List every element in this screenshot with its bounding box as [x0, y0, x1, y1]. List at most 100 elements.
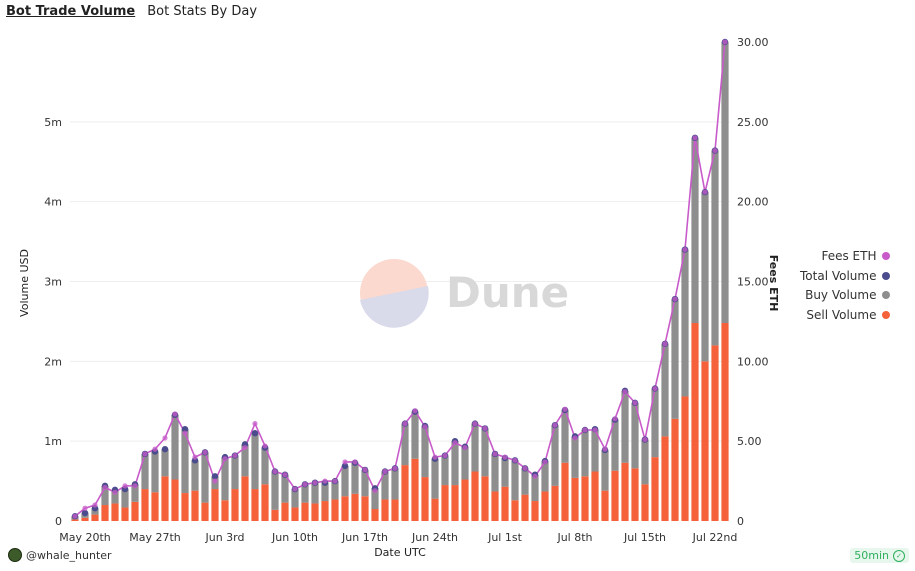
buy-volume-bar [381, 471, 389, 500]
fees-eth-point [662, 341, 668, 347]
fees-eth-point [692, 135, 698, 141]
legend-label: Fees ETH [821, 248, 877, 263]
fees-eth-point [352, 459, 358, 465]
buy-volume-bar [371, 488, 379, 510]
legend-item[interactable]: Fees ETH [800, 246, 891, 266]
buy-volume-bar [271, 471, 279, 510]
sell-volume-bar [601, 490, 609, 521]
buy-volume-bar [311, 482, 319, 504]
sell-volume-bar [71, 519, 79, 521]
buy-volume-bar [571, 436, 579, 478]
buy-volume-bar [601, 449, 609, 491]
fees-eth-point [532, 473, 538, 479]
avatar-icon [8, 548, 22, 562]
fees-eth-point [542, 459, 548, 465]
x-axis-label: Date UTC [374, 546, 426, 559]
fees-eth-point [172, 411, 178, 417]
x-tick-label: Jul 15th [623, 531, 666, 544]
sell-volume-bar [491, 491, 499, 521]
sell-volume-bar [321, 501, 329, 521]
refresh-time: 50min [854, 549, 889, 562]
legend-color-dot [882, 271, 891, 280]
buy-volume-bar [461, 446, 469, 480]
sell-volume-bar [591, 471, 599, 521]
sell-volume-bar [211, 489, 219, 521]
sell-volume-bar [261, 484, 269, 521]
sell-volume-bar [251, 489, 259, 521]
total-volume-point [211, 473, 219, 480]
buy-volume-bar [561, 410, 569, 463]
buy-volume-bar [221, 457, 229, 501]
fees-eth-point [672, 296, 678, 302]
refresh-badge[interactable]: 50min ✓ [850, 548, 909, 563]
sell-volume-bar [101, 505, 109, 521]
x-tick-label: Jul 22nd [692, 531, 738, 544]
sell-volume-bar [501, 486, 509, 521]
total-volume-point [161, 445, 169, 453]
sell-volume-bar [551, 485, 559, 521]
fees-eth-point [312, 480, 318, 486]
fees-eth-point [152, 446, 158, 452]
buy-volume-bar [411, 411, 419, 459]
sell-volume-bar [311, 503, 319, 521]
buy-volume-bar [451, 441, 459, 486]
y-axis-label: Volume USD [18, 249, 31, 317]
legend-item[interactable]: Buy Volume [800, 285, 891, 305]
fees-eth-point [382, 468, 388, 475]
legend-item[interactable]: Sell Volume [800, 305, 891, 325]
bars-group [71, 42, 729, 521]
tab-bot-stats-by-day[interactable]: Bot Stats By Day [147, 4, 258, 19]
total-volume-point [341, 462, 349, 470]
sell-volume-bar [701, 361, 709, 521]
buy-volume-bar [141, 453, 149, 490]
sell-volume-bar [91, 514, 99, 521]
buy-volume-bar [401, 423, 409, 466]
buy-volume-bar [471, 423, 479, 472]
buy-volume-bar [611, 419, 619, 471]
fees-eth-point [602, 446, 608, 452]
fees-eth-point [342, 459, 348, 465]
buy-volume-bar [661, 343, 669, 437]
sell-volume-bar [131, 501, 139, 521]
sell-volume-bar [711, 345, 719, 521]
watermark-text: Dune [446, 268, 569, 317]
y2-tick-label: 25.00 [737, 116, 769, 129]
fees-eth-point [242, 444, 248, 451]
sell-volume-bar [661, 436, 669, 521]
fees-eth-point [162, 435, 168, 441]
sell-volume-bar [681, 396, 689, 521]
buy-volume-bar [711, 150, 719, 346]
fees-eth-point [272, 468, 278, 475]
sell-volume-bar [641, 484, 649, 521]
fees-eth-point [282, 472, 288, 478]
fees-eth-point [92, 502, 98, 508]
fees-eth-point [472, 421, 478, 427]
buy-volume-bar [241, 444, 249, 477]
sell-volume-bar [581, 476, 589, 521]
buy-volume-bar [301, 484, 309, 503]
fees-eth-point [592, 427, 598, 433]
sell-volume-bar [481, 476, 489, 521]
buy-volume-bar [201, 452, 209, 503]
sell-volume-bar [241, 476, 249, 521]
y2-tick-label: 20.00 [737, 196, 769, 209]
fees-eth-point [512, 457, 518, 463]
tab-bot-trade-volume[interactable]: Bot Trade Volume [6, 4, 136, 19]
fees-eth-point [262, 443, 268, 449]
fees-eth-point [192, 454, 198, 460]
x-tick-label: Jun 24th [411, 531, 458, 544]
buy-volume-bar [101, 485, 109, 506]
sell-volume-bar [121, 507, 129, 521]
sell-volume-bar [291, 507, 299, 521]
fees-eth-point [82, 505, 88, 511]
fees-eth-point [112, 489, 118, 495]
fees-eth-point [122, 483, 128, 489]
sell-volume-bar [111, 503, 119, 521]
y-tick-label: 1m [44, 435, 62, 448]
creator-attribution[interactable]: @whale_hunter [8, 548, 112, 562]
y-tick-label: 5m [44, 116, 62, 129]
sell-volume-bar [381, 499, 389, 521]
creator-handle[interactable]: @whale_hunter [26, 548, 112, 562]
legend-item[interactable]: Total Volume [800, 266, 891, 286]
